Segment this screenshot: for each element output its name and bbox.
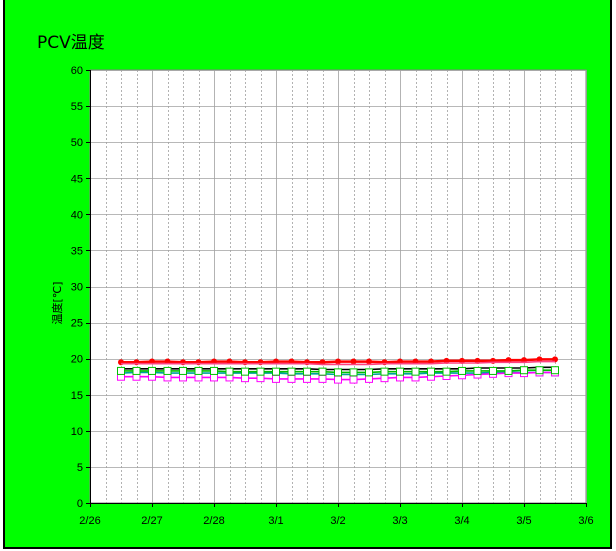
data-point: [335, 358, 341, 365]
chart-title: PCV温度: [37, 33, 105, 53]
y-tick-label: 5: [77, 462, 83, 474]
y-tick-label: 50: [71, 137, 83, 149]
data-point: [551, 366, 559, 375]
data-point: [442, 367, 451, 376]
data-point: [504, 366, 513, 375]
data-point: [303, 367, 311, 376]
y-tick-label: 0: [77, 498, 83, 510]
y-tick-label: 30: [71, 282, 83, 294]
data-point: [380, 374, 389, 383]
y-tick-label: 20: [71, 354, 83, 366]
y-tick-label: 35: [71, 245, 83, 257]
data-point: [520, 366, 528, 375]
series-line-6: [121, 360, 555, 366]
data-point: [411, 367, 420, 376]
x-tick-label: 3/5: [516, 515, 531, 527]
data-point: [473, 366, 482, 375]
data-point: [163, 366, 172, 375]
data-point: [334, 368, 342, 377]
data-point: [210, 373, 218, 382]
plot-area: [89, 69, 587, 504]
data-point: [318, 367, 327, 376]
data-point: [350, 358, 357, 365]
data-point: [241, 374, 249, 383]
data-point: [365, 374, 373, 383]
data-point: [489, 366, 497, 375]
data-point: [349, 375, 358, 384]
y-tick-label: 10: [71, 426, 83, 438]
data-point: [256, 367, 265, 376]
data-point: [365, 368, 373, 377]
data-point: [241, 367, 249, 376]
data-point: [366, 358, 372, 365]
x-tick-label: 3/3: [392, 515, 407, 527]
data-point: [179, 373, 187, 382]
data-point: [272, 367, 280, 376]
y-tick-label: 40: [71, 209, 83, 221]
data-point: [272, 374, 280, 383]
data-point: [225, 367, 234, 376]
data-point: [303, 374, 311, 383]
data-point: [287, 367, 296, 376]
y-tick-label: 60: [71, 65, 83, 77]
data-point: [458, 366, 466, 375]
y-tick-label: 45: [71, 173, 83, 185]
data-point: [163, 373, 172, 382]
data-point: [535, 366, 544, 375]
x-tick-label: 3/2: [330, 515, 345, 527]
x-tick-label: 3/6: [578, 515, 593, 527]
data-point: [148, 366, 156, 375]
data-point: [427, 367, 435, 376]
x-tick-label: 3/4: [454, 515, 469, 527]
data-point: [194, 373, 203, 382]
data-point: [194, 366, 203, 375]
data-point: [334, 375, 342, 384]
data-point: [117, 366, 125, 375]
x-tick-label: 3/1: [268, 515, 283, 527]
data-point: [380, 367, 389, 376]
data-point: [179, 366, 187, 375]
data-point: [318, 374, 327, 383]
data-point: [210, 366, 218, 375]
x-tick-label: 2/28: [203, 515, 224, 527]
data-point: [396, 367, 404, 376]
data-point: [256, 374, 265, 383]
y-tick-label: 15: [71, 390, 83, 402]
data-point: [349, 368, 358, 377]
x-tick-label: 2/26: [79, 515, 100, 527]
y-tick-label: 55: [71, 101, 83, 113]
y-tick-label: 25: [71, 318, 83, 330]
x-tick-label: 2/27: [141, 515, 162, 527]
data-point: [132, 366, 141, 375]
data-point: [287, 374, 296, 383]
